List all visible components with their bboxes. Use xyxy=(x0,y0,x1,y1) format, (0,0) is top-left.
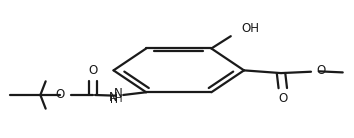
Text: O: O xyxy=(278,92,287,105)
Text: H: H xyxy=(110,95,118,105)
Text: O: O xyxy=(88,64,98,77)
Text: N: N xyxy=(114,87,123,100)
Text: OH: OH xyxy=(241,22,259,34)
Text: O: O xyxy=(56,88,65,101)
Text: H: H xyxy=(115,94,122,104)
Text: N: N xyxy=(109,91,118,104)
Text: O: O xyxy=(316,64,326,77)
